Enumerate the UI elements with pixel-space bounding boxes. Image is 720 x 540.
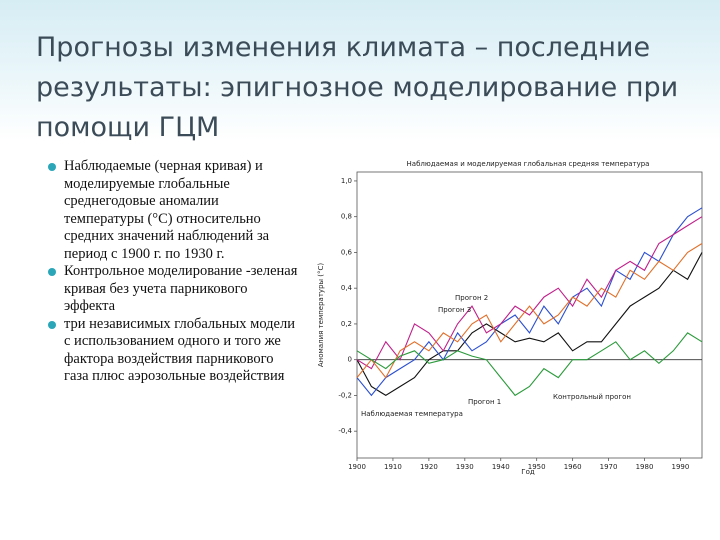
series-line (356, 332, 703, 397)
y-tick-label: -0,4 (338, 427, 352, 435)
plot-frame (356, 171, 703, 459)
y-tick-label: 0 (348, 356, 352, 364)
y-axis-label: Аномалия температуры (°C) (317, 263, 325, 367)
series-line (356, 252, 703, 397)
y-tick-label: 0,4 (341, 284, 353, 292)
y-tick-label: 0,8 (341, 213, 352, 221)
bullet: Наблюдаемые (черная кривая) и моделируем… (48, 158, 300, 263)
series-line (356, 243, 703, 379)
series-annotation: Прогон 2 (455, 294, 488, 302)
slide-title: Прогнозы изменения климата – последние р… (36, 32, 679, 143)
chart: Наблюдаемая и моделируемая глобальная ср… (313, 152, 720, 478)
series-line (356, 216, 703, 370)
x-tick-label: 1990 (672, 463, 690, 471)
x-axis-label: Год (521, 468, 535, 476)
x-tick-label: 1920 (420, 463, 438, 471)
chart-title: Наблюдаемая и моделируемая глобальная ср… (407, 160, 650, 168)
bullet: Контрольное моделирование -зеленая крива… (48, 263, 300, 316)
series-annotation: Контрольный прогон (553, 393, 631, 401)
bullet-list: Наблюдаемые (черная кривая) и моделируем… (48, 158, 300, 386)
series-annotation: Прогон 3 (438, 306, 471, 314)
x-tick-label: 1960 (564, 463, 582, 471)
series-annotation: Наблюдаемая температура (361, 410, 463, 418)
bullet: три независимых глобальных модели с испо… (48, 316, 300, 386)
x-tick-label: 1930 (456, 463, 474, 471)
series-annotation: Прогон 1 (468, 398, 501, 406)
y-tick-label: 0,2 (341, 320, 352, 328)
x-tick-label: 1980 (636, 463, 654, 471)
x-tick-label: 1950 (528, 463, 546, 471)
y-tick-label: 0,6 (341, 248, 353, 256)
y-tick-label: -0,2 (338, 391, 352, 399)
x-tick-label: 1940 (492, 463, 510, 471)
x-tick-label: 1900 (348, 463, 366, 471)
series-line (356, 207, 703, 397)
x-tick-label: 1910 (384, 463, 402, 471)
y-tick-label: 1,0 (341, 177, 352, 185)
x-tick-label: 1970 (600, 463, 618, 471)
